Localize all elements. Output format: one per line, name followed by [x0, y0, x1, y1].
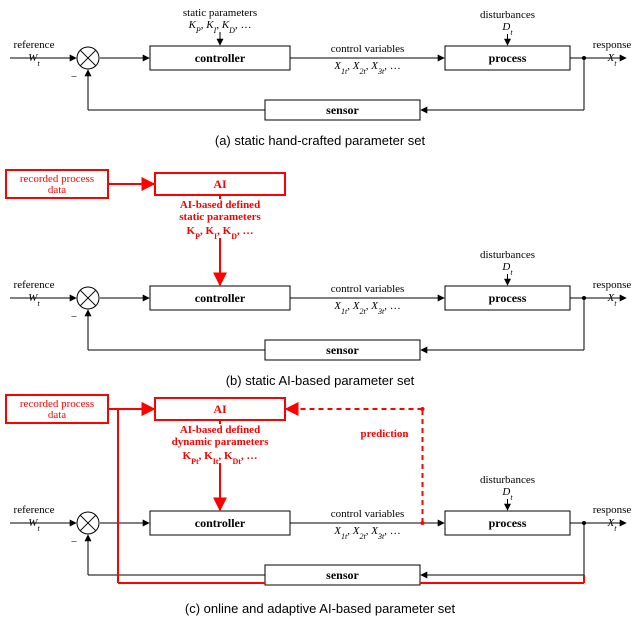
svg-text:disturbances: disturbances [480, 9, 535, 21]
svg-text:dynamic parameters: dynamic parameters [172, 436, 270, 448]
svg-text:controller: controller [195, 516, 246, 530]
svg-text:Xt: Xt [607, 52, 618, 68]
panel-b: referenceWt − controller control variables X… [6, 170, 631, 388]
svg-text:process: process [489, 51, 527, 65]
svg-text:control variables: control variables [331, 508, 405, 520]
svg-text:prediction: prediction [360, 428, 408, 440]
svg-text:−: − [71, 311, 77, 323]
svg-text:controller: controller [195, 51, 246, 65]
svg-text:process: process [489, 291, 527, 305]
svg-text:static parameters: static parameters [183, 7, 257, 19]
svg-text:sensor: sensor [326, 343, 359, 357]
svg-text:data: data [48, 409, 66, 421]
svg-text:X1t, X2t, X3t, …: X1t, X2t, X3t, … [333, 60, 400, 76]
svg-text:AI-based defined: AI-based defined [180, 424, 260, 436]
svg-text:Wt: Wt [28, 292, 40, 308]
svg-text:reference: reference [14, 504, 55, 516]
svg-text:control variables: control variables [331, 43, 405, 55]
svg-text:(c) online and adaptive AI-bas: (c) online and adaptive AI-based paramet… [185, 601, 456, 616]
svg-text:AI: AI [213, 177, 227, 191]
svg-text:process: process [489, 516, 527, 530]
svg-text:Wt: Wt [28, 52, 40, 68]
svg-text:AI: AI [213, 402, 227, 416]
svg-text:disturbances: disturbances [480, 249, 535, 261]
svg-text:Wt: Wt [28, 517, 40, 533]
svg-text:(a) static hand-crafted parame: (a) static hand-crafted parameter set [215, 133, 426, 148]
panel-c: referenceWt − controller control variables X… [6, 395, 631, 616]
svg-text:control variables: control variables [331, 283, 405, 295]
svg-text:response: response [593, 504, 632, 516]
svg-text:controller: controller [195, 291, 246, 305]
svg-text:response: response [593, 39, 632, 51]
svg-text:Xt: Xt [607, 517, 618, 533]
panel-a: referenceWt − controller control variables X… [10, 7, 631, 148]
svg-text:X1t, X2t, X3t, …: X1t, X2t, X3t, … [333, 300, 400, 316]
svg-text:sensor: sensor [326, 568, 359, 582]
svg-text:reference: reference [14, 39, 55, 51]
svg-text:data: data [48, 184, 66, 196]
svg-text:−: − [71, 536, 77, 548]
svg-text:(b) static AI-based parameter: (b) static AI-based parameter set [226, 373, 415, 388]
svg-text:reference: reference [14, 279, 55, 291]
svg-text:response: response [593, 279, 632, 291]
svg-text:sensor: sensor [326, 103, 359, 117]
svg-text:−: − [71, 71, 77, 83]
svg-text:disturbances: disturbances [480, 474, 535, 486]
svg-text:X1t, X2t, X3t, …: X1t, X2t, X3t, … [333, 525, 400, 541]
svg-text:Xt: Xt [607, 292, 618, 308]
svg-text:AI-based defined: AI-based defined [180, 199, 260, 211]
svg-text:static parameters: static parameters [179, 211, 261, 223]
